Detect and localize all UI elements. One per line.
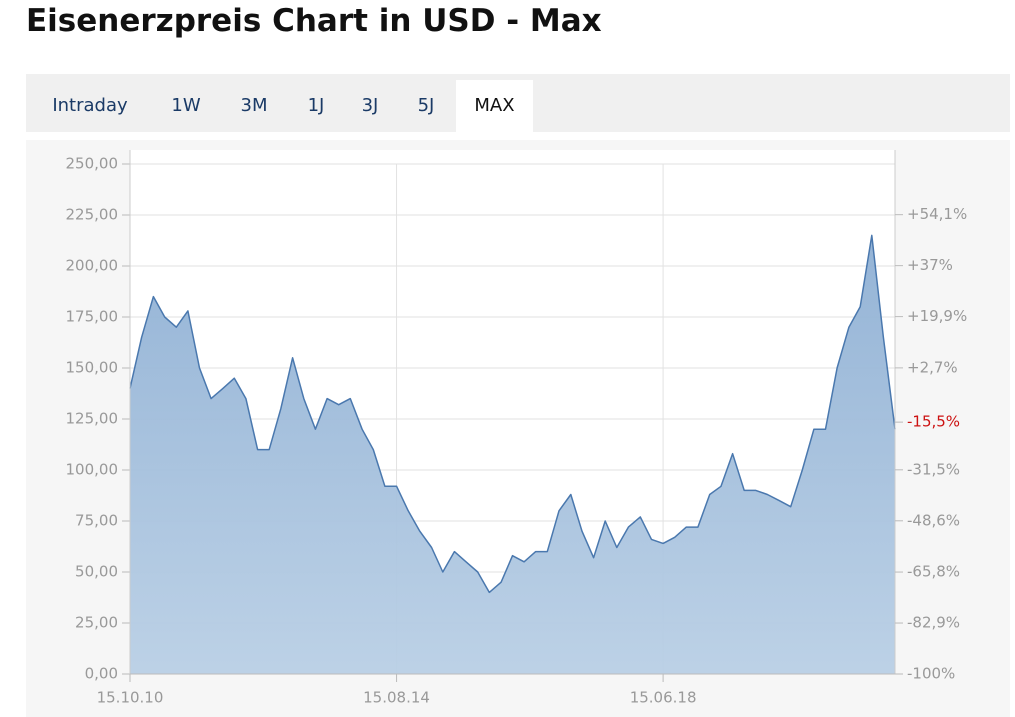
y-tick-label: 0,00 [85, 665, 118, 683]
y-tick-label: 250,00 [66, 155, 119, 173]
y-tick-label: 100,00 [66, 461, 119, 479]
tab[interactable]: MAX [456, 80, 533, 132]
y2-tick-label: +19,9% [907, 307, 967, 325]
y2-tick-label: +37% [907, 256, 953, 274]
x-tick-label: 15.06.18 [630, 689, 697, 707]
y-tick-label: 175,00 [66, 308, 119, 326]
tab[interactable]: 1J [307, 95, 325, 116]
page-title: Eisenerzpreis Chart in USD - Max [26, 3, 602, 39]
y-tick-label: 200,00 [66, 257, 119, 275]
tab[interactable]: 1W [171, 95, 201, 116]
x-tick-label: 15.08.14 [363, 689, 430, 707]
tab-bar: Intraday 1W 3M 1J 3J 5J MAX [26, 74, 1010, 132]
y2-tick-label: +2,7% [907, 358, 958, 376]
y2-tick-label: -15,5% [907, 413, 960, 431]
y-tick-label: 225,00 [66, 206, 119, 224]
y2-tick-label: -65,8% [907, 563, 960, 581]
tab[interactable]: 5J [417, 95, 435, 116]
line [129, 234, 896, 594]
y-tick-label: 25,00 [75, 614, 118, 632]
y2-tick-label: -48,6% [907, 511, 960, 529]
y2-tick-label: -82,9% [907, 614, 960, 632]
y-tick-label: 150,00 [66, 359, 119, 377]
tab[interactable]: 3M [240, 95, 268, 116]
y-tick-label: 50,00 [75, 563, 118, 581]
tab[interactable]: 3J [361, 95, 379, 116]
x-tick-label: 15.10.10 [97, 689, 164, 707]
y2-tick-label: +54,1% [907, 205, 967, 223]
y-tick-label: 75,00 [75, 512, 118, 530]
tab[interactable]: Intraday [52, 95, 128, 116]
area [130, 235, 895, 674]
y-tick-label: 125,00 [66, 410, 119, 428]
y2-tick-label: -100% [907, 665, 955, 683]
y2-tick-label: -31,5% [907, 460, 960, 478]
